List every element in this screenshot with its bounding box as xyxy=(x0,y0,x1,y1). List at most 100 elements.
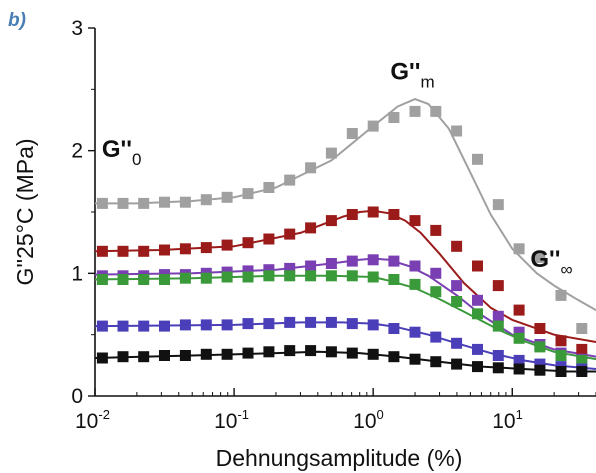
data-point xyxy=(242,237,254,249)
data-point xyxy=(159,320,170,332)
data-point xyxy=(179,350,191,361)
data-point xyxy=(325,258,337,269)
data-point xyxy=(221,348,233,360)
data-point xyxy=(346,128,358,139)
data-point xyxy=(492,350,504,361)
fit-curve xyxy=(95,274,596,361)
data-point xyxy=(284,262,296,274)
data-point xyxy=(534,323,546,334)
x-tick-label: 10-2 xyxy=(75,407,110,433)
data-point xyxy=(159,244,170,256)
data-point xyxy=(472,308,483,320)
data-point xyxy=(96,320,108,332)
data-point xyxy=(409,278,421,290)
data-point xyxy=(409,353,421,365)
data-point xyxy=(555,335,567,347)
data-point xyxy=(96,245,108,257)
y-tick-label: 0 xyxy=(71,385,83,408)
data-markers xyxy=(96,105,588,377)
data-point xyxy=(117,351,129,363)
data-point xyxy=(388,351,400,363)
data-point xyxy=(179,272,191,284)
data-point xyxy=(388,323,400,334)
data-point xyxy=(367,254,379,266)
data-point xyxy=(117,320,129,332)
data-point xyxy=(492,320,504,332)
data-point xyxy=(513,304,525,316)
data-point xyxy=(367,206,379,218)
data-point xyxy=(200,319,212,331)
data-point xyxy=(534,364,546,376)
data-point xyxy=(263,182,275,193)
data-point xyxy=(492,310,504,322)
data-point xyxy=(367,271,379,283)
data-point xyxy=(305,222,317,234)
data-point xyxy=(492,362,504,374)
data-point xyxy=(409,326,421,338)
data-point xyxy=(472,294,483,306)
data-point xyxy=(263,264,275,276)
data-point xyxy=(138,197,150,209)
data-point xyxy=(179,243,191,255)
data-point xyxy=(451,240,463,252)
annotations: G''0 G''m G''∞ xyxy=(102,59,573,280)
data-point xyxy=(534,251,546,263)
data-point xyxy=(576,366,588,377)
data-point xyxy=(451,125,463,137)
data-point xyxy=(346,255,358,267)
data-point xyxy=(513,326,525,338)
data-point xyxy=(430,356,442,368)
annotation-label: G''∞ xyxy=(530,246,572,279)
data-point xyxy=(513,354,525,366)
data-point xyxy=(472,361,483,373)
data-point xyxy=(451,280,463,292)
data-point xyxy=(263,233,275,245)
data-point xyxy=(472,343,483,355)
data-point xyxy=(430,267,442,279)
data-point xyxy=(325,316,337,328)
data-point xyxy=(200,348,212,360)
data-point xyxy=(263,270,275,282)
data-point xyxy=(492,199,504,211)
data-point xyxy=(367,319,379,331)
data-point xyxy=(472,260,483,272)
data-point xyxy=(576,354,588,366)
data-point xyxy=(346,347,358,359)
data-point xyxy=(179,196,191,208)
data-point xyxy=(242,318,254,330)
data-point xyxy=(576,323,588,334)
data-point xyxy=(242,188,254,200)
data-point xyxy=(263,318,275,330)
data-point xyxy=(388,112,400,123)
y-tick-label: 1 xyxy=(71,262,83,285)
data-point xyxy=(117,197,129,209)
data-point xyxy=(513,332,525,344)
data-point xyxy=(284,174,296,186)
data-point xyxy=(346,270,358,282)
x-tick-label: 100 xyxy=(353,407,384,433)
data-point xyxy=(346,209,358,220)
data-point xyxy=(159,350,170,361)
data-point xyxy=(430,224,442,236)
y-axis-title: G''25°C (MPa) xyxy=(12,138,38,285)
x-tick-label: 10-1 xyxy=(214,407,249,433)
data-point xyxy=(409,260,421,272)
data-point xyxy=(513,243,525,255)
data-point xyxy=(179,319,191,331)
data-point xyxy=(430,105,442,117)
annotation-label: G''m xyxy=(390,59,434,92)
data-point xyxy=(200,194,212,206)
y-tick-label: 2 xyxy=(71,140,83,163)
data-point xyxy=(284,316,296,328)
data-point xyxy=(367,348,379,360)
data-point xyxy=(96,197,108,209)
data-point xyxy=(451,358,463,370)
data-point xyxy=(555,366,567,377)
data-point xyxy=(534,358,546,370)
data-point xyxy=(346,318,358,330)
data-point xyxy=(117,245,129,257)
data-point xyxy=(159,274,170,285)
data-point xyxy=(284,228,296,240)
